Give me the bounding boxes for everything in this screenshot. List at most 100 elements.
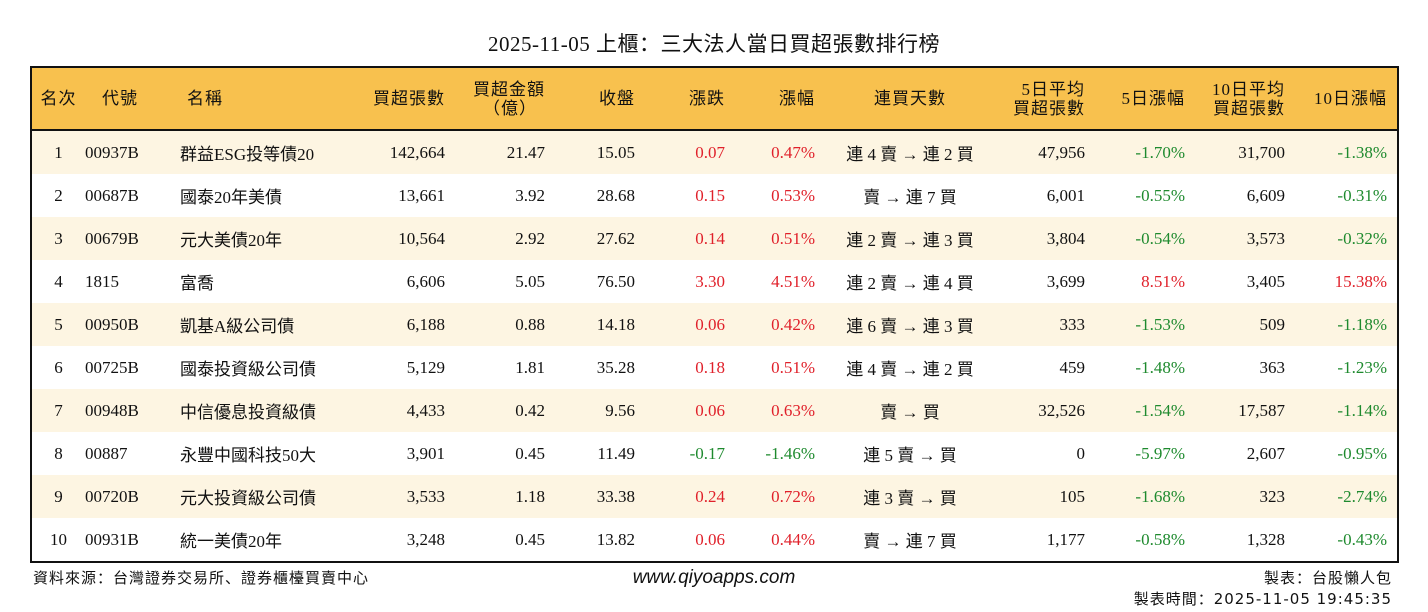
cell-pct5: -0.54% (1095, 217, 1195, 260)
col-amount-line2: （億） (483, 98, 537, 118)
col-name: 名稱 (180, 67, 355, 131)
cell-code: 00725B (85, 357, 139, 377)
col-amount-line1: 買超金額 (473, 79, 545, 99)
cell-code: 00948B (85, 389, 180, 432)
cell-avg5: 0 (1076, 443, 1086, 463)
cell-rank: 5 (31, 303, 85, 346)
cell-avg10: 3,573 (1195, 217, 1295, 260)
cell-avg5: 32,526 (995, 389, 1095, 432)
cell-avg5: 105 (995, 475, 1095, 518)
cell-pct10: -1.18% (1295, 303, 1398, 346)
cell-change: 0.24 (645, 475, 735, 518)
cell-name: 元大美債20年 (180, 217, 355, 260)
table-row: 7 00948B 中信優息投資級債 4,433 0.42 9.56 0.06 0.63% 賣 →… (31, 389, 1398, 432)
table-row: 10 00931B 統一美債20年 3,248 0.45 13.82 0.06 0.44% 賣 … (31, 518, 1398, 562)
table-row: 3 00679B 元大美債20年 10,564 2.92 27.62 0.14 0.51% 連 … (31, 217, 1398, 260)
table-row: 6 00725B 國泰投資級公司債 5,129 1.81 35.28 0.18 0.51% 連 … (31, 346, 1398, 389)
cell-code: 00931B (85, 529, 139, 549)
cell-change: 0.06 (645, 303, 735, 346)
cell-close: 28.68 (596, 185, 635, 205)
table-row: 5 00950B 凱基A級公司債 6,188 0.88 14.18 0.06 0.42% 連 6… (31, 303, 1398, 346)
col-pct: 漲幅 (735, 67, 825, 131)
cell-streak: 連 2 賣 → 連 4 買 (846, 274, 974, 293)
table-row: 2 00687B 國泰20年美債 13,661 3.92 28.68 0.15 0.53% 賣 … (31, 174, 1398, 217)
cell-lots: 10,564 (355, 217, 455, 260)
cell-code: 00950B (85, 303, 180, 346)
cell-pct10: -0.43% (1337, 529, 1387, 549)
cell-avg5: 459 (1059, 357, 1086, 377)
cell-pct: 0.51% (735, 217, 825, 260)
cell-pct: 0.51% (771, 357, 815, 377)
col-avg5-line2: 買超張數 (1013, 98, 1085, 118)
cell-amount: 1.81 (515, 357, 545, 377)
cell-streak: 連 2 賣 → 連 3 買 (825, 217, 995, 260)
cell-streak: 連 6 賣 → 連 3 買 (825, 303, 995, 346)
cell-pct10: -0.32% (1295, 217, 1398, 260)
cell-pct5: -5.97% (1135, 443, 1185, 463)
ranking-table: 名次 代號 名稱 買超張數 買超金額 （億） 收盤 漲跌 漲幅 連買天數 5日平均… (30, 66, 1399, 563)
cell-change: 0.18 (695, 357, 725, 377)
cell-change: 0.06 (695, 529, 725, 549)
cell-streak: 連 3 賣 → 買 (825, 475, 995, 518)
cell-lots: 6,188 (355, 303, 455, 346)
col-net-buy-lots: 買超張數 (355, 67, 455, 131)
cell-avg5: 1,177 (1046, 529, 1085, 549)
cell-amount: 2.92 (455, 217, 555, 260)
col-streak: 連買天數 (825, 67, 995, 131)
cell-amount: 5.05 (515, 271, 545, 291)
cell-lots: 3,248 (406, 529, 445, 549)
col-avg10: 10日平均 買超張數 (1195, 67, 1295, 131)
cell-pct5: -1.48% (1135, 357, 1185, 377)
col-pct10: 10日漲幅 (1295, 67, 1398, 131)
website-link[interactable]: www.qiyoapps.com (632, 567, 796, 588)
table-row: 9 00720B 元大投資級公司債 3,533 1.18 33.38 0.24 0.72% 連 … (31, 475, 1398, 518)
cell-name: 國泰投資級公司債 (180, 360, 316, 379)
cell-close: 11.49 (597, 443, 635, 463)
cell-lots: 13,661 (398, 185, 445, 205)
cell-rank: 6 (54, 357, 63, 377)
cell-rank: 8 (54, 443, 63, 463)
cell-avg10: 509 (1195, 303, 1295, 346)
col-pct5: 5日漲幅 (1095, 67, 1195, 131)
cell-rank: 1 (31, 130, 85, 174)
cell-avg10: 363 (1259, 357, 1286, 377)
cell-close: 27.62 (555, 217, 645, 260)
cell-change: 3.30 (695, 271, 725, 291)
cell-avg5: 333 (995, 303, 1095, 346)
cell-pct10: 15.38% (1334, 271, 1387, 291)
cell-lots: 3,533 (355, 475, 455, 518)
cell-lots: 6,606 (406, 271, 445, 291)
cell-rank: 7 (31, 389, 85, 432)
cell-pct10: -2.74% (1295, 475, 1398, 518)
cell-pct: 0.72% (735, 475, 825, 518)
cell-pct: -1.46% (765, 443, 815, 463)
cell-pct5: -0.55% (1135, 185, 1185, 205)
cell-name: 國泰20年美債 (180, 188, 282, 207)
cell-amount: 0.42 (455, 389, 555, 432)
col-avg5-line1: 5日平均 (1021, 79, 1085, 99)
cell-pct10: -0.31% (1337, 185, 1387, 205)
table-row: 4 1815 富喬 6,606 5.05 76.50 3.30 4.51% 連 2 賣 → 連 … (31, 260, 1398, 303)
header-row: 名次 代號 名稱 買超張數 買超金額 （億） 收盤 漲跌 漲幅 連買天數 5日平均… (31, 67, 1398, 131)
cell-name: 富喬 (180, 274, 214, 293)
cell-change: -0.17 (689, 443, 725, 463)
cell-avg10: 1,328 (1246, 529, 1285, 549)
cell-amount: 1.18 (455, 475, 555, 518)
cell-amount: 21.47 (455, 130, 555, 174)
cell-close: 13.82 (596, 529, 635, 549)
cell-avg5: 6,001 (1046, 185, 1085, 205)
col-change: 漲跌 (645, 67, 735, 131)
cell-code: 1815 (85, 271, 119, 291)
cell-name: 統一美債20年 (180, 532, 282, 551)
cell-change: 0.07 (645, 130, 735, 174)
cell-rank: 2 (54, 185, 63, 205)
cell-name: 中信優息投資級債 (180, 389, 355, 432)
cell-avg10: 6,609 (1246, 185, 1285, 205)
cell-code: 00720B (85, 475, 180, 518)
cell-lots: 4,433 (355, 389, 455, 432)
cell-pct: 0.44% (771, 529, 815, 549)
cell-pct5: -0.58% (1135, 529, 1185, 549)
cell-pct5: -1.53% (1095, 303, 1195, 346)
cell-pct: 0.42% (735, 303, 825, 346)
col-rank: 名次 (31, 67, 85, 131)
